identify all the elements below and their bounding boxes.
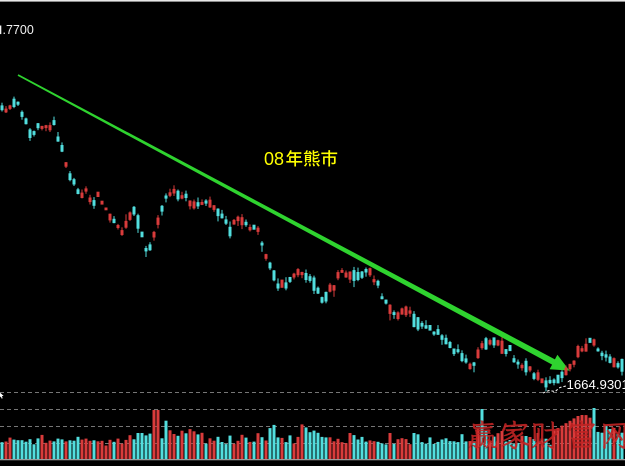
svg-text:08: 08 <box>264 149 284 169</box>
svg-text:1664.9301: 1664.9301 <box>567 377 625 392</box>
svg-text:.7700: .7700 <box>3 23 34 37</box>
